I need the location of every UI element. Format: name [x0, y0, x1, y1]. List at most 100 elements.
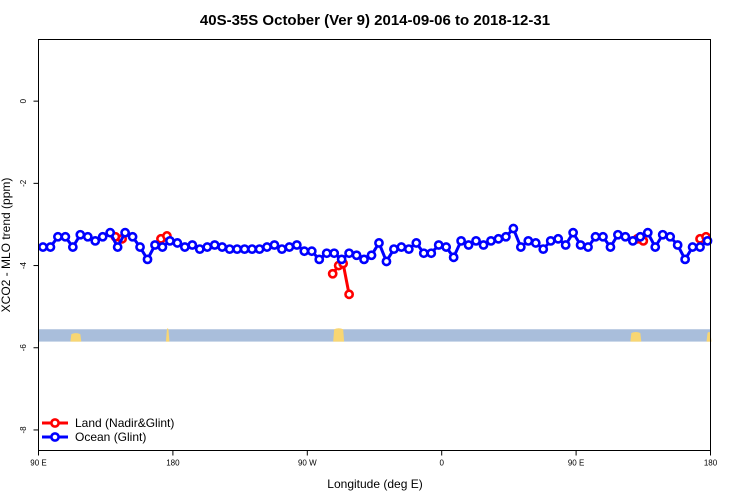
data-point	[530, 238, 541, 248]
data-point	[97, 231, 108, 242]
data-point	[635, 231, 646, 242]
data-point	[321, 248, 332, 259]
data-point	[344, 289, 355, 300]
data-point	[672, 240, 683, 250]
data-point	[194, 244, 205, 255]
data-point	[642, 227, 653, 238]
data-point	[613, 229, 623, 240]
data-point	[269, 240, 280, 250]
data-point	[284, 242, 295, 252]
data-point	[657, 229, 668, 240]
legend-marker	[50, 432, 60, 442]
data-point	[590, 231, 601, 242]
data-point	[471, 235, 481, 246]
data-point	[306, 246, 317, 257]
y-tick-label: -6	[19, 344, 28, 352]
data-point	[172, 238, 183, 248]
y-tick-label: -8	[19, 426, 28, 434]
map-strip	[38, 328, 712, 342]
data-point	[605, 242, 616, 252]
data-point	[456, 235, 467, 246]
data-point	[366, 250, 377, 261]
x-tick-label: 180	[704, 459, 718, 468]
data-point	[45, 242, 56, 252]
land-patch	[70, 333, 82, 342]
data-point	[60, 231, 71, 242]
data-point	[150, 240, 160, 250]
data-point	[598, 231, 608, 242]
y-axis-ticks: 0 -2 -4 -6 -8	[19, 98, 39, 434]
data-point	[515, 242, 526, 252]
land-patch	[333, 328, 345, 342]
data-point	[217, 242, 228, 252]
data-point	[687, 242, 698, 252]
data-point	[135, 242, 145, 252]
data-point	[538, 244, 549, 255]
legend-label: Land (Nadir&Glint)	[75, 416, 174, 430]
data-point	[112, 242, 123, 252]
legend: Land (Nadir&Glint)Ocean (Glint)	[42, 416, 174, 444]
data-point	[411, 238, 422, 248]
data-point	[299, 246, 310, 257]
land-patch	[630, 331, 642, 342]
data-point	[463, 240, 474, 250]
data-point	[262, 242, 272, 252]
y-tick-label: 0	[19, 98, 28, 103]
data-point	[90, 235, 101, 246]
data-point	[418, 248, 429, 259]
x-tick-label: 0	[439, 459, 444, 468]
data-point	[374, 238, 384, 248]
x-axis-label: Longitude (deg E)	[327, 477, 422, 491]
data-point	[448, 252, 459, 263]
data-point	[351, 250, 362, 261]
legend-label: Ocean (Glint)	[75, 430, 146, 444]
x-axis-ticks: 90 E 180 90 W 0 90 E 180	[30, 450, 718, 468]
data-point	[620, 231, 631, 242]
data-point	[568, 227, 579, 238]
data-point	[247, 244, 257, 255]
data-point	[508, 223, 519, 234]
land-patch	[165, 328, 170, 342]
data-point	[426, 248, 437, 259]
data-point	[396, 242, 407, 252]
data-point	[254, 244, 265, 255]
data-point	[120, 227, 131, 238]
data-point	[680, 254, 691, 265]
data-point	[650, 242, 661, 252]
data-point	[38, 242, 48, 252]
data-point	[157, 242, 168, 252]
series-layer	[38, 223, 713, 300]
data-point	[314, 254, 325, 265]
y-axis-label: XCO2 - MLO trend (ppm)	[0, 178, 13, 313]
data-point	[702, 235, 713, 246]
data-point	[359, 254, 369, 265]
data-point	[142, 254, 153, 265]
data-point	[553, 233, 564, 244]
x-tick-label: 90 E	[30, 459, 46, 468]
data-point	[75, 229, 86, 240]
data-point	[179, 242, 190, 252]
y-tick-label: -2	[19, 179, 28, 187]
x-tick-label: 180	[166, 459, 180, 468]
legend-marker	[50, 418, 60, 428]
data-point	[291, 240, 302, 250]
data-point	[82, 231, 93, 242]
data-point	[277, 244, 287, 255]
data-point	[403, 244, 414, 255]
data-point	[202, 242, 213, 252]
data-point	[665, 231, 676, 242]
data-point	[187, 240, 198, 250]
data-point	[327, 268, 338, 279]
data-point	[478, 240, 489, 250]
data-point	[545, 235, 556, 246]
data-point	[501, 231, 511, 242]
data-point	[493, 233, 504, 244]
data-point	[127, 231, 138, 242]
data-point	[67, 242, 78, 252]
data-point	[329, 248, 340, 259]
data-point	[583, 242, 593, 252]
data-point	[344, 248, 355, 259]
ocean-band	[38, 329, 711, 342]
data-point	[336, 254, 347, 265]
